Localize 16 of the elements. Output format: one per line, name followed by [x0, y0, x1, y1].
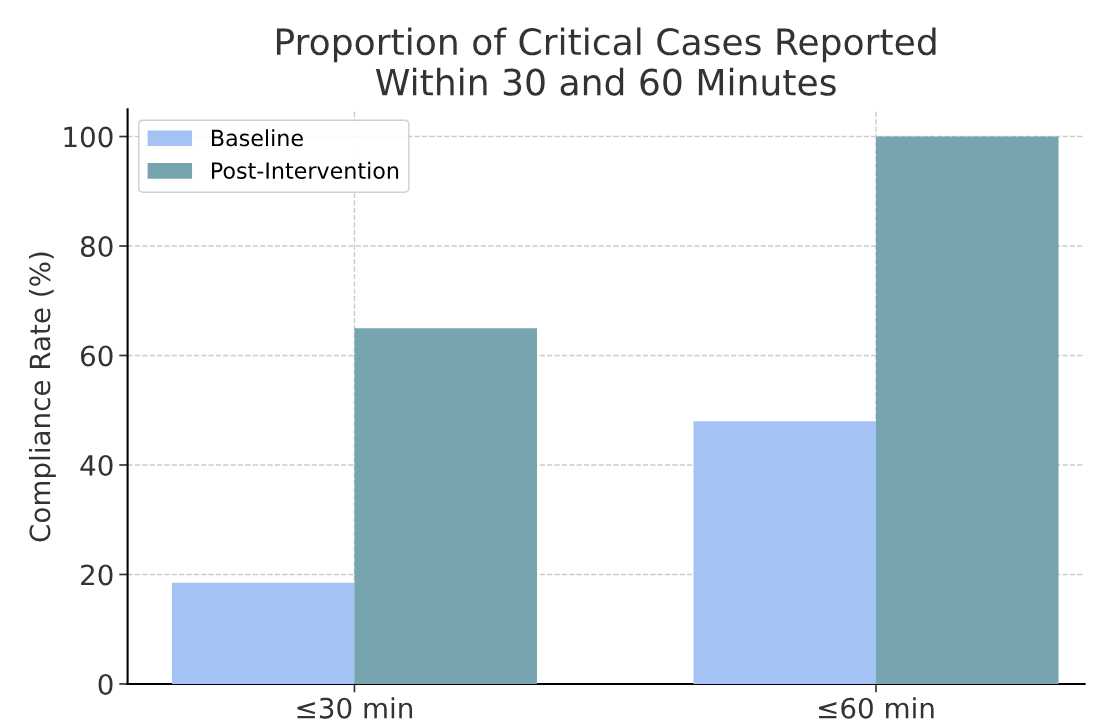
chart-title: Proportion of Critical Cases Reported Within 30 and 60 Minutes	[276, 27, 936, 96]
y-tick-label: 100	[64, 126, 113, 148]
x-tick-label: ≤60 min	[819, 697, 934, 719]
bar	[693, 421, 876, 684]
y-tick-label: 0	[98, 673, 113, 695]
bar	[171, 582, 355, 684]
bar	[875, 136, 1059, 684]
legend-label: Baseline	[212, 129, 303, 147]
y-axis-title: Compliance Rate (%)	[28, 252, 56, 542]
y-tick-label: 80	[80, 235, 113, 257]
y-tick-label: 20	[81, 564, 113, 586]
bar	[354, 328, 537, 684]
y-tick-label: 60	[81, 345, 113, 367]
x-tick-label: ≤30 min	[297, 697, 413, 719]
y-tick-label: 40	[80, 454, 113, 476]
legend-label: Post-Intervention	[212, 161, 399, 179]
